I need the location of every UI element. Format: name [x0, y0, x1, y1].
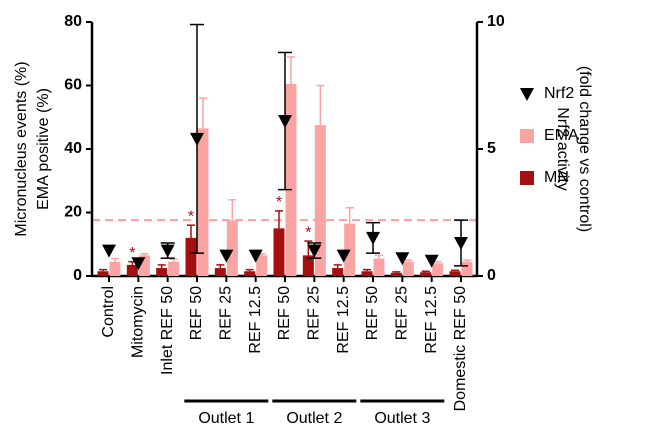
y2-axis-label: Nrf2 activity	[554, 107, 571, 191]
x-tick-label: Domestic REF 50	[452, 286, 469, 411]
bar	[109, 261, 121, 276]
marker	[424, 254, 439, 268]
bar	[285, 83, 297, 276]
bar	[302, 255, 314, 276]
y-tick-label: 0	[73, 267, 82, 284]
y2-tick-label: 5	[487, 140, 496, 157]
bar	[226, 220, 238, 276]
x-tick-label: REF 50	[364, 286, 381, 340]
bar	[461, 261, 473, 276]
marker	[131, 257, 146, 271]
significance-label: *	[188, 208, 194, 225]
bar	[432, 263, 444, 276]
x-tick-label: Control	[100, 286, 117, 338]
y-tick-label: 40	[64, 140, 82, 157]
significance-label: *	[305, 224, 311, 241]
bar	[314, 125, 326, 276]
x-tick-label: REF 12.5	[423, 286, 440, 354]
bar	[185, 237, 197, 276]
legend-marker	[520, 88, 534, 101]
marker	[219, 249, 234, 263]
bar	[138, 255, 150, 276]
group-label: Outlet 1	[198, 410, 254, 427]
x-tick-label: Mitomycin	[130, 286, 147, 358]
x-tick-label: REF 25	[394, 286, 411, 340]
legend-label: MN	[544, 169, 569, 186]
bar	[449, 271, 461, 276]
bar	[361, 271, 373, 276]
x-tick-label: REF 25	[218, 286, 235, 340]
x-tick-label: REF 50	[276, 286, 293, 340]
x-tick-label: REF 12.5	[247, 286, 264, 354]
legend-swatch	[520, 171, 534, 185]
marker	[190, 132, 204, 146]
marker	[248, 249, 263, 263]
marker	[102, 244, 116, 258]
marker	[454, 236, 468, 250]
bar	[197, 128, 209, 276]
legend-swatch	[520, 129, 534, 143]
x-tick-label: REF 25	[306, 286, 323, 340]
y-axis-label: Micronucleus events (%)	[13, 61, 30, 236]
x-tick-label: REF 12.5	[335, 286, 352, 354]
bar	[256, 255, 268, 276]
y-tick-label: 20	[64, 204, 82, 221]
group-label: Outlet 3	[374, 410, 430, 427]
bar	[214, 268, 226, 276]
significance-label: *	[129, 245, 135, 262]
bar	[373, 258, 385, 276]
y-tick-label: 60	[64, 77, 82, 94]
bar	[97, 271, 109, 276]
y-axis-label: EMA positive (%)	[35, 88, 52, 210]
bar	[390, 272, 402, 276]
bar	[402, 261, 414, 276]
x-tick-label: REF 50	[188, 286, 205, 340]
marker	[307, 244, 322, 258]
marker	[160, 244, 175, 258]
marker	[278, 115, 292, 129]
bar	[168, 261, 180, 276]
y2-axis-label: (fold change vs control)	[576, 66, 593, 232]
y2-tick-label: 10	[487, 13, 505, 30]
marker	[366, 231, 380, 245]
marker	[395, 252, 410, 266]
significance-label: *	[276, 194, 282, 211]
bar	[244, 271, 256, 276]
y2-tick-label: 0	[487, 267, 496, 284]
bar	[273, 228, 285, 276]
bar	[420, 272, 432, 276]
bar	[156, 268, 168, 276]
marker	[336, 249, 351, 263]
bar	[126, 264, 138, 276]
x-tick-label: Inlet REF 50	[159, 286, 176, 375]
y-tick-label: 80	[64, 13, 82, 30]
legend-label: EMA	[544, 127, 579, 144]
group-label: Outlet 2	[286, 410, 342, 427]
legend-label: Nrf2	[544, 85, 574, 102]
bar	[332, 268, 344, 276]
